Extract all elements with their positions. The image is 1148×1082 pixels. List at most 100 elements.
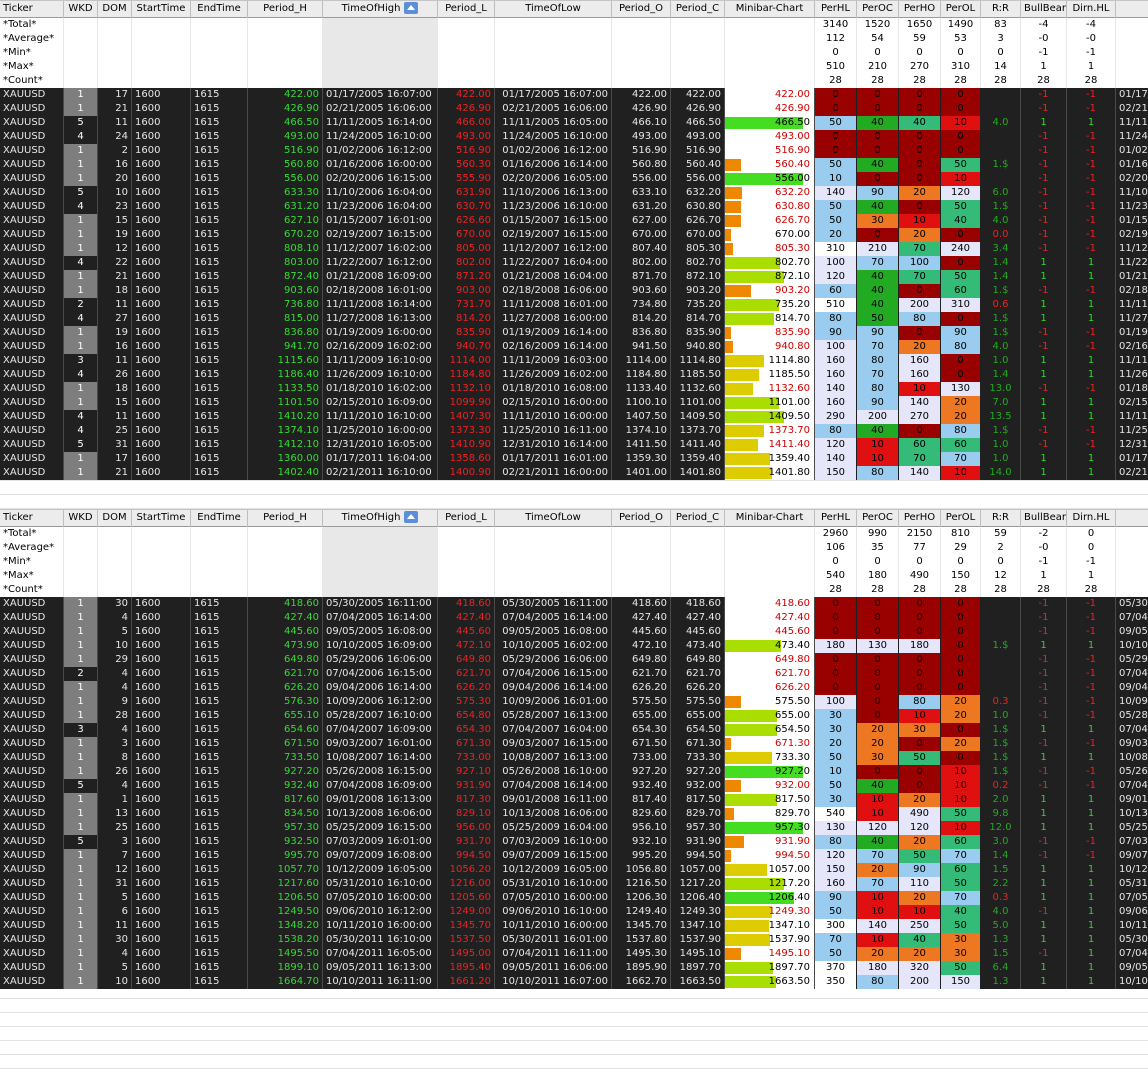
cell-date[interactable]: 11/27/ [1116,312,1148,326]
cell-dom[interactable]: 5 [98,891,132,905]
cell-period-h[interactable]: 626.20 [248,681,323,695]
cell-period-c[interactable]: 621.70 [671,667,725,681]
cell-period-o[interactable]: 426.90 [612,102,671,116]
cell-r-r[interactable]: 1.4 [981,368,1021,382]
cell-perhl[interactable]: 50 [815,200,857,214]
table-row[interactable]: XAUUSD 4 22 1600 1615 803.00 11/22/2007 16:12:… [0,256,1148,270]
cell-perhl[interactable]: 30 [815,723,857,737]
cell-ticker[interactable]: XAUUSD [0,102,64,116]
table-row[interactable]: XAUUSD 5 11 1600 1615 466.50 11/11/2005 16:14:… [0,116,1148,130]
cell-timeoflow[interactable]: 10/12/2009 16:05:00 [495,863,612,877]
cell-endtime[interactable]: 1615 [191,821,248,835]
cell-ticker[interactable]: XAUUSD [0,821,64,835]
cell-wkd[interactable]: 1 [64,284,98,298]
cell-peroc[interactable]: 40 [857,298,899,312]
cell-period-c[interactable]: 733.30 [671,751,725,765]
table-row[interactable]: XAUUSD 5 4 1600 1615 932.40 07/04/2008 16:09:0… [0,779,1148,793]
cell-period-o[interactable]: 941.50 [612,340,671,354]
cell-ticker[interactable]: XAUUSD [0,144,64,158]
cell-starttime[interactable]: 1600 [132,88,191,102]
cell-dirn-hl[interactable]: 1 [1067,452,1116,466]
cell-dom[interactable]: 9 [98,695,132,709]
cell-date[interactable]: 05/31/ [1116,877,1148,891]
cell-date[interactable]: 01/02/ [1116,144,1148,158]
cell-r-r[interactable]: 1.0 [981,452,1021,466]
cell-timeofhigh[interactable]: 02/21/2005 16:06:00 [323,102,438,116]
cell-wkd[interactable]: 5 [64,186,98,200]
cell-wkd[interactable]: 1 [64,88,98,102]
cell-r-r[interactable]: 1.$ [981,639,1021,653]
cell-perho[interactable]: 80 [899,312,941,326]
cell-date[interactable]: 05/30/ [1116,597,1148,611]
column-header-minibar-chart[interactable]: Minibar-Chart [725,1,815,18]
cell-dirn-hl[interactable]: 1 [1067,891,1116,905]
cell-peroc[interactable]: 10 [857,452,899,466]
cell-timeofhigh[interactable]: 10/13/2008 16:06:00 [323,807,438,821]
cell-date[interactable]: 10/13/ [1116,807,1148,821]
minibar-cell[interactable]: 1897.70 [725,961,815,975]
cell-r-r[interactable]: 14.0 [981,466,1021,480]
cell-wkd[interactable]: 1 [64,214,98,228]
cell-timeoflow[interactable]: 11/22/2007 16:04:00 [495,256,612,270]
cell-endtime[interactable]: 1615 [191,242,248,256]
cell-period-h[interactable]: 670.20 [248,228,323,242]
cell-timeofhigh[interactable]: 05/29/2006 16:06:00 [323,653,438,667]
cell-date[interactable]: 10/12/ [1116,863,1148,877]
cell-perho[interactable]: 40 [899,933,941,947]
cell-period-l[interactable]: 956.00 [438,821,495,835]
cell-period-o[interactable]: 1495.30 [612,947,671,961]
cell-perol[interactable]: 20 [941,410,981,424]
cell-starttime[interactable]: 1600 [132,947,191,961]
cell-perol[interactable]: 80 [941,424,981,438]
cell-dom[interactable]: 22 [98,256,132,270]
cell-perol[interactable]: 20 [941,396,981,410]
cell-dirn-hl[interactable]: -1 [1067,779,1116,793]
cell-perol[interactable]: 70 [941,849,981,863]
cell-perho[interactable]: 0 [899,88,941,102]
cell-period-h[interactable]: 1495.50 [248,947,323,961]
cell-perol[interactable]: 20 [941,709,981,723]
cell-date[interactable]: 05/29/ [1116,653,1148,667]
cell-period-c[interactable]: 1101.00 [671,396,725,410]
cell-peroc[interactable]: 70 [857,877,899,891]
cell-wkd[interactable]: 1 [64,793,98,807]
cell-r-r[interactable]: 0.3 [981,891,1021,905]
cell-ticker[interactable]: XAUUSD [0,779,64,793]
cell-starttime[interactable]: 1600 [132,695,191,709]
cell-period-o[interactable]: 995.20 [612,849,671,863]
cell-starttime[interactable]: 1600 [132,382,191,396]
cell-perhl[interactable]: 50 [815,751,857,765]
cell-date[interactable]: 02/18/ [1116,284,1148,298]
cell-peroc[interactable]: 0 [857,695,899,709]
cell-wkd[interactable]: 1 [64,326,98,340]
cell-period-c[interactable]: 1132.60 [671,382,725,396]
cell-perol[interactable]: 20 [941,695,981,709]
cell-date[interactable]: 07/04/ [1116,667,1148,681]
cell-timeofhigh[interactable]: 09/05/2011 16:13:00 [323,961,438,975]
cell-peroc[interactable]: 0 [857,144,899,158]
cell-date[interactable]: 11/11/ [1116,116,1148,130]
cell-peroc[interactable]: 180 [857,961,899,975]
cell-starttime[interactable]: 1600 [132,172,191,186]
column-header-period-o[interactable]: Period_O [612,510,671,527]
cell-timeoflow[interactable]: 05/25/2009 16:04:00 [495,821,612,835]
cell-ticker[interactable]: XAUUSD [0,695,64,709]
cell-timeofhigh[interactable]: 11/23/2006 16:04:00 [323,200,438,214]
cell-timeofhigh[interactable]: 10/08/2007 16:14:00 [323,751,438,765]
cell-bullbear[interactable]: -1 [1021,326,1067,340]
cell-date[interactable]: 11/22/ [1116,256,1148,270]
cell-period-c[interactable]: 817.50 [671,793,725,807]
cell-dirn-hl[interactable]: -1 [1067,625,1116,639]
cell-timeofhigh[interactable]: 02/21/2011 16:10:00 [323,466,438,480]
cell-timeofhigh[interactable]: 05/30/2005 16:11:00 [323,597,438,611]
cell-perhl[interactable]: 350 [815,975,857,989]
column-header-perhl[interactable]: PerHL [815,1,857,18]
minibar-cell[interactable]: 516.90 [725,144,815,158]
cell-wkd[interactable]: 1 [64,933,98,947]
cell-perol[interactable]: 0 [941,653,981,667]
cell-wkd[interactable]: 4 [64,200,98,214]
cell-dirn-hl[interactable]: 1 [1067,807,1116,821]
cell-period-o[interactable]: 422.00 [612,88,671,102]
cell-ticker[interactable]: XAUUSD [0,919,64,933]
cell-wkd[interactable]: 1 [64,639,98,653]
